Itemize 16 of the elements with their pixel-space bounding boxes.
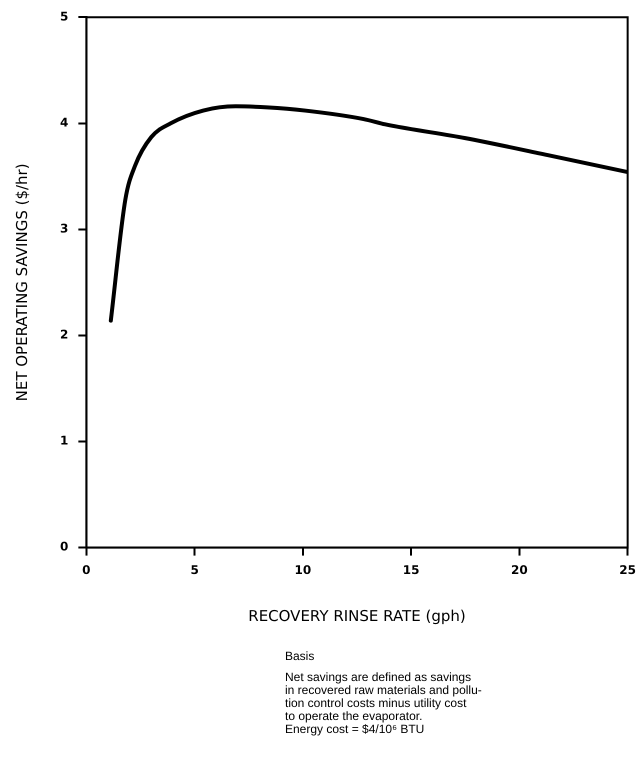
y-axis-title: NET OPERATING SAVINGS ($/hr) (12, 163, 31, 402)
text: Basis (285, 649, 316, 663)
x-tick-label: 5 (190, 562, 199, 577)
y-tick-label: 0 (60, 540, 68, 554)
x-tick-label: 15 (402, 562, 420, 577)
y-tick-label: 1 (60, 434, 68, 448)
y-tick-label: 4 (60, 115, 68, 130)
y-tick-label: 3 (60, 221, 68, 236)
text: Net savings are defined as savings in recovered raw materials and pollu- tion control costs minus utility cost to operate the evaporator. Energy cost = $4/10⁶ BTU (285, 670, 482, 736)
x-tick-label: 10 (294, 562, 312, 577)
x-tick-label: 0 (82, 562, 91, 577)
y-tick-label: 2 (60, 328, 68, 342)
x-axis-title: RECOVERY RINSE RATE (gph) (248, 606, 466, 625)
x-tick-label: 25 (619, 562, 636, 577)
x-tick-label: 20 (511, 562, 528, 577)
y-tick-label: 5 (60, 9, 68, 24)
